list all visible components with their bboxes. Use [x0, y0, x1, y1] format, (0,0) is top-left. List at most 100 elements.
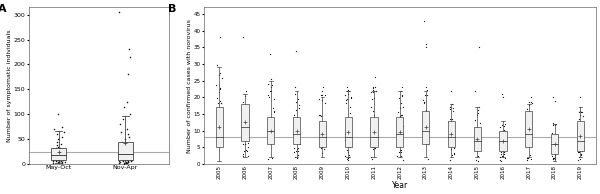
- Point: [368, 87, 378, 90]
- Point: [317, 98, 326, 101]
- Point: [424, 125, 433, 128]
- Point: [421, 93, 430, 96]
- Bar: [52, 148, 66, 160]
- Point: [366, 91, 376, 94]
- Point: [500, 147, 509, 150]
- Point: [124, 160, 133, 164]
- Point: [575, 158, 584, 161]
- Point: [370, 96, 379, 99]
- Point: [449, 151, 458, 154]
- Point: [319, 121, 328, 124]
- Point: [242, 120, 251, 123]
- Point: [319, 123, 328, 126]
- Bar: [370, 117, 377, 147]
- Point: [124, 149, 134, 152]
- Point: [290, 92, 300, 95]
- Point: [342, 128, 352, 131]
- Point: [117, 158, 127, 162]
- Point: [422, 134, 432, 137]
- Point: [495, 155, 505, 158]
- Point: [499, 96, 508, 99]
- Point: [240, 142, 250, 145]
- Point: [343, 158, 353, 161]
- Point: [367, 97, 376, 100]
- Point: [419, 102, 429, 105]
- Point: [320, 126, 329, 129]
- Point: [473, 143, 482, 146]
- Point: [446, 142, 456, 145]
- Point: [264, 96, 274, 99]
- Point: [341, 118, 351, 121]
- Point: [448, 124, 458, 127]
- Point: [367, 155, 376, 158]
- Bar: [267, 117, 274, 144]
- Point: [269, 98, 278, 101]
- Point: [58, 148, 68, 151]
- Point: [266, 133, 276, 136]
- Point: [290, 122, 300, 125]
- Point: [50, 158, 59, 161]
- X-axis label: Year: Year: [392, 181, 408, 190]
- Point: [289, 139, 298, 142]
- Point: [500, 153, 509, 156]
- Point: [578, 120, 587, 123]
- Point: [366, 105, 376, 108]
- Point: [212, 83, 221, 86]
- Point: [121, 162, 130, 165]
- Point: [125, 113, 134, 116]
- Point: [498, 142, 508, 145]
- Point: [523, 116, 533, 119]
- Point: [370, 86, 379, 89]
- Point: [398, 124, 407, 127]
- Point: [342, 97, 352, 100]
- Point: [551, 151, 561, 154]
- Point: [524, 120, 533, 124]
- Point: [318, 125, 328, 128]
- Point: [547, 131, 557, 134]
- Bar: [215, 107, 223, 147]
- Point: [115, 160, 125, 164]
- Point: [470, 147, 479, 150]
- Point: [292, 100, 301, 103]
- Point: [421, 109, 430, 112]
- Point: [447, 154, 457, 157]
- Point: [526, 140, 535, 144]
- Point: [421, 86, 430, 89]
- Point: [500, 122, 510, 125]
- Point: [120, 149, 130, 152]
- Point: [370, 76, 380, 79]
- Point: [474, 136, 484, 139]
- Point: [526, 157, 536, 160]
- Point: [548, 123, 558, 126]
- Point: [475, 121, 484, 125]
- Point: [472, 158, 481, 162]
- Point: [315, 129, 325, 132]
- Point: [58, 148, 67, 151]
- Point: [127, 158, 136, 161]
- Point: [243, 146, 253, 149]
- Point: [526, 101, 536, 104]
- Point: [48, 162, 58, 165]
- Point: [48, 158, 58, 161]
- Point: [215, 36, 224, 39]
- Point: [124, 150, 134, 153]
- Point: [59, 158, 69, 161]
- Point: [525, 117, 535, 120]
- Point: [52, 149, 62, 152]
- Point: [551, 155, 560, 158]
- Point: [242, 133, 252, 136]
- Point: [550, 123, 560, 126]
- Point: [124, 73, 133, 76]
- Point: [525, 128, 535, 131]
- Point: [473, 108, 482, 111]
- Point: [114, 161, 124, 164]
- Point: [475, 128, 485, 131]
- Point: [524, 128, 534, 131]
- Point: [472, 131, 481, 134]
- Point: [395, 124, 404, 127]
- Point: [470, 145, 480, 148]
- Point: [53, 113, 62, 116]
- Point: [119, 162, 129, 165]
- Point: [396, 150, 406, 153]
- Point: [550, 99, 559, 102]
